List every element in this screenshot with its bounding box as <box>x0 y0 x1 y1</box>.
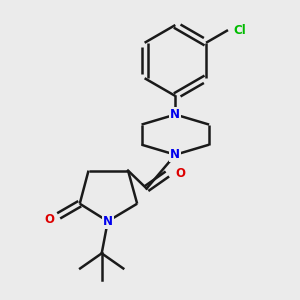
Text: N: N <box>170 108 180 121</box>
Text: N: N <box>170 148 180 161</box>
Text: O: O <box>44 213 54 226</box>
Text: O: O <box>175 167 185 181</box>
Text: Cl: Cl <box>233 24 246 37</box>
Text: N: N <box>103 215 113 228</box>
